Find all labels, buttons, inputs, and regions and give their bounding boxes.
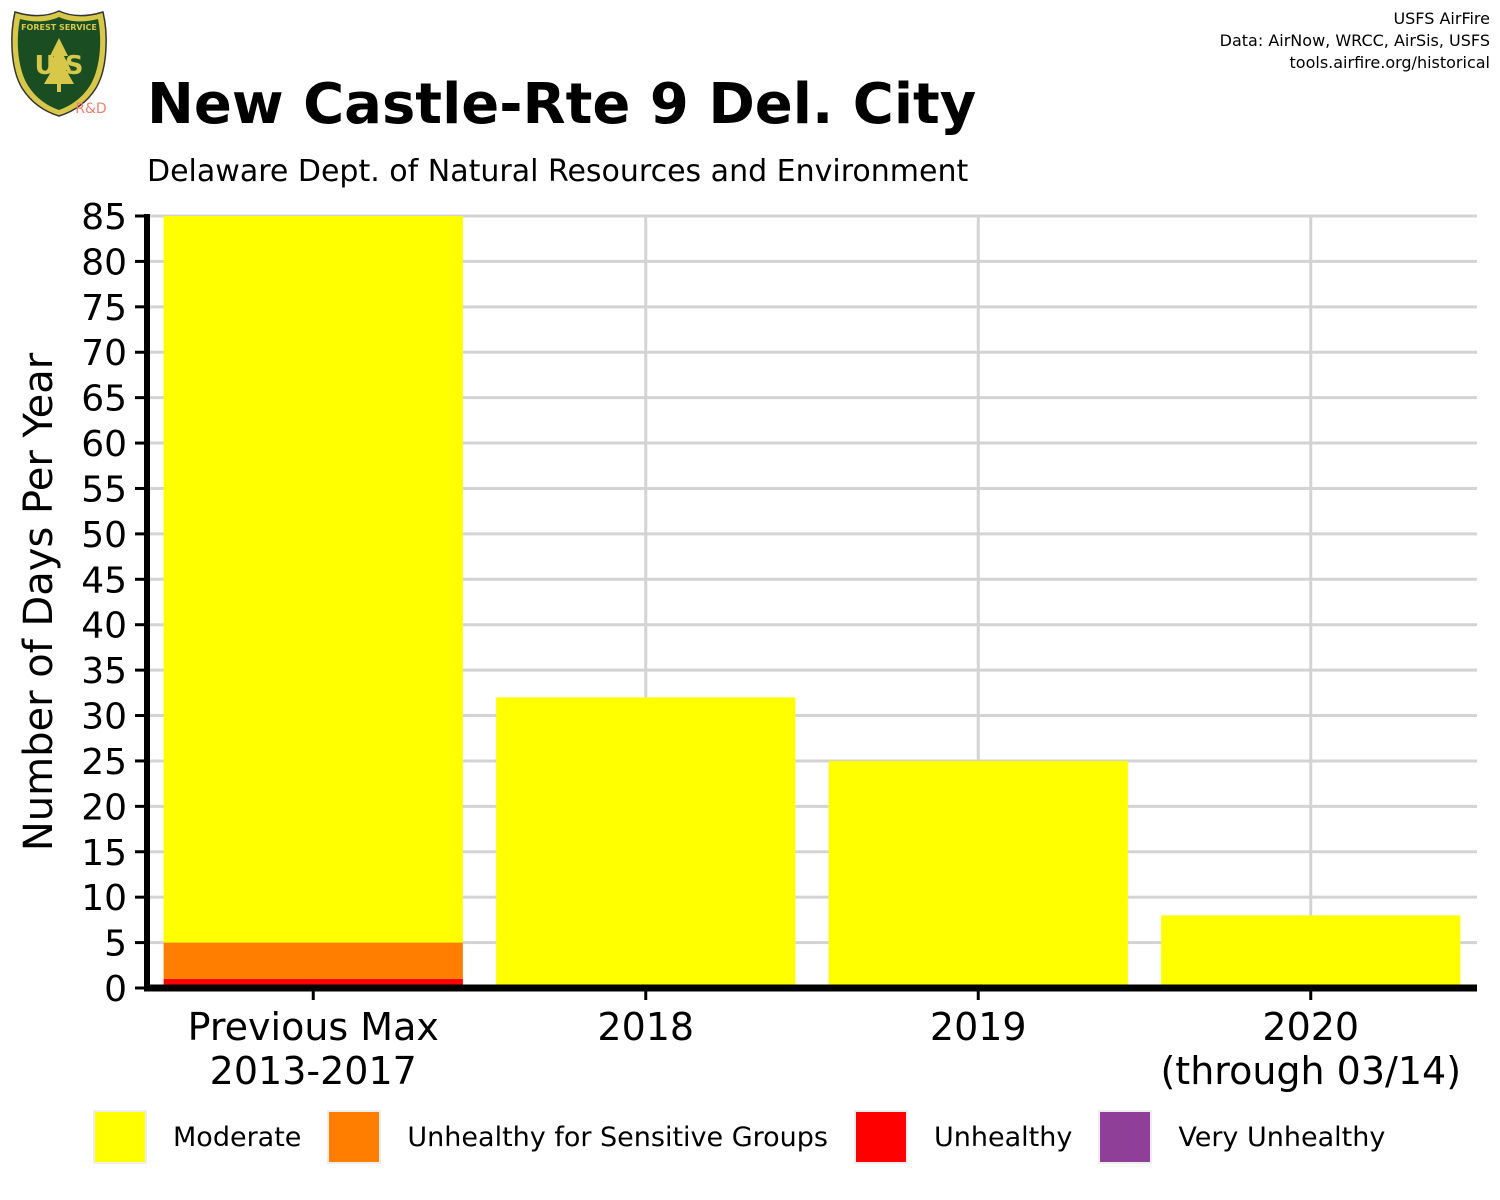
- y-tick-label: 10: [81, 878, 127, 919]
- usfs-logo: U S FOREST SERVICE R&D: [11, 10, 107, 117]
- bar-moderate: [496, 697, 796, 988]
- y-tick-label: 35: [81, 651, 127, 692]
- x-tick-label: 2013-2017: [210, 1049, 417, 1093]
- axes: [135, 214, 1477, 1000]
- logo-tag: R&D: [75, 101, 106, 117]
- legend-item-moderate: Moderate: [93, 1110, 301, 1164]
- legend-swatch-very-unhealthy: [1098, 1110, 1153, 1164]
- legend-swatch-moderate: [93, 1110, 147, 1164]
- y-tick-label: 80: [81, 242, 127, 283]
- legend-label-usg: Unhealthy for Sensitive Groups: [407, 1121, 828, 1153]
- y-tick-label: 85: [81, 197, 127, 238]
- chart-title: New Castle-Rte 9 Del. City: [147, 72, 977, 137]
- logo-letters: U S: [35, 51, 84, 81]
- x-tick-label: 2019: [930, 1005, 1027, 1049]
- bar-moderate: [1161, 915, 1461, 988]
- tree-icon: [44, 38, 74, 92]
- bar-unhealthy: [163, 978, 463, 988]
- bars: [163, 216, 1461, 988]
- legend-item-usg: Unhealthy for Sensitive Groups: [327, 1110, 828, 1164]
- y-tick-label: 20: [81, 787, 127, 828]
- legend-label-moderate: Moderate: [173, 1121, 302, 1153]
- credit-line: tools.airfire.org/historical: [1289, 53, 1490, 72]
- legend-item-unhealthy: Unhealthy: [854, 1110, 1072, 1164]
- x-tick-label: Previous Max: [188, 1005, 439, 1049]
- bar-moderate: [828, 760, 1128, 988]
- legend-swatch-usg: [327, 1110, 382, 1164]
- y-tick-label: 70: [81, 333, 127, 374]
- y-tick-label: 0: [104, 969, 127, 1010]
- y-tick-label: 60: [81, 424, 127, 465]
- credits: USFS AirFire Data: AirNow, WRCC, AirSis,…: [1220, 8, 1490, 74]
- legend: Moderate Unhealthy for Sensitive Groups …: [93, 1110, 1411, 1164]
- legend-item-very-unhealthy: Very Unhealthy: [1098, 1110, 1385, 1164]
- y-tick-label: 40: [81, 606, 127, 647]
- y-tick-label: 55: [81, 469, 127, 510]
- logo-top-text: FOREST SERVICE: [21, 23, 97, 32]
- x-tick-label: 2018: [597, 1005, 694, 1049]
- x-tick-label: (through 03/14): [1160, 1049, 1461, 1093]
- y-tick-label: 65: [81, 379, 127, 420]
- y-tick-label: 45: [81, 560, 127, 601]
- chart-subtitle: Delaware Dept. of Natural Resources and …: [147, 154, 969, 189]
- y-tick-label: 25: [81, 742, 127, 783]
- credit-line: USFS AirFire: [1393, 9, 1490, 28]
- bar-unhealthy-for-sensitive-groups: [163, 942, 463, 979]
- legend-swatch-unhealthy: [854, 1110, 908, 1164]
- y-axis-label: Number of Days Per Year: [16, 352, 62, 851]
- bar-moderate: [163, 216, 463, 943]
- y-tick-label: 75: [81, 288, 127, 329]
- y-tick-label: 5: [104, 924, 127, 965]
- legend-label-very-unhealthy: Very Unhealthy: [1178, 1121, 1386, 1153]
- x-tick-label: 2020: [1262, 1005, 1359, 1049]
- legend-label-unhealthy: Unhealthy: [934, 1121, 1073, 1153]
- y-tick-label: 50: [81, 515, 127, 556]
- y-tick-label: 15: [81, 833, 127, 874]
- y-tick-label: 30: [81, 697, 127, 738]
- credit-line: Data: AirNow, WRCC, AirSis, USFS: [1219, 31, 1490, 50]
